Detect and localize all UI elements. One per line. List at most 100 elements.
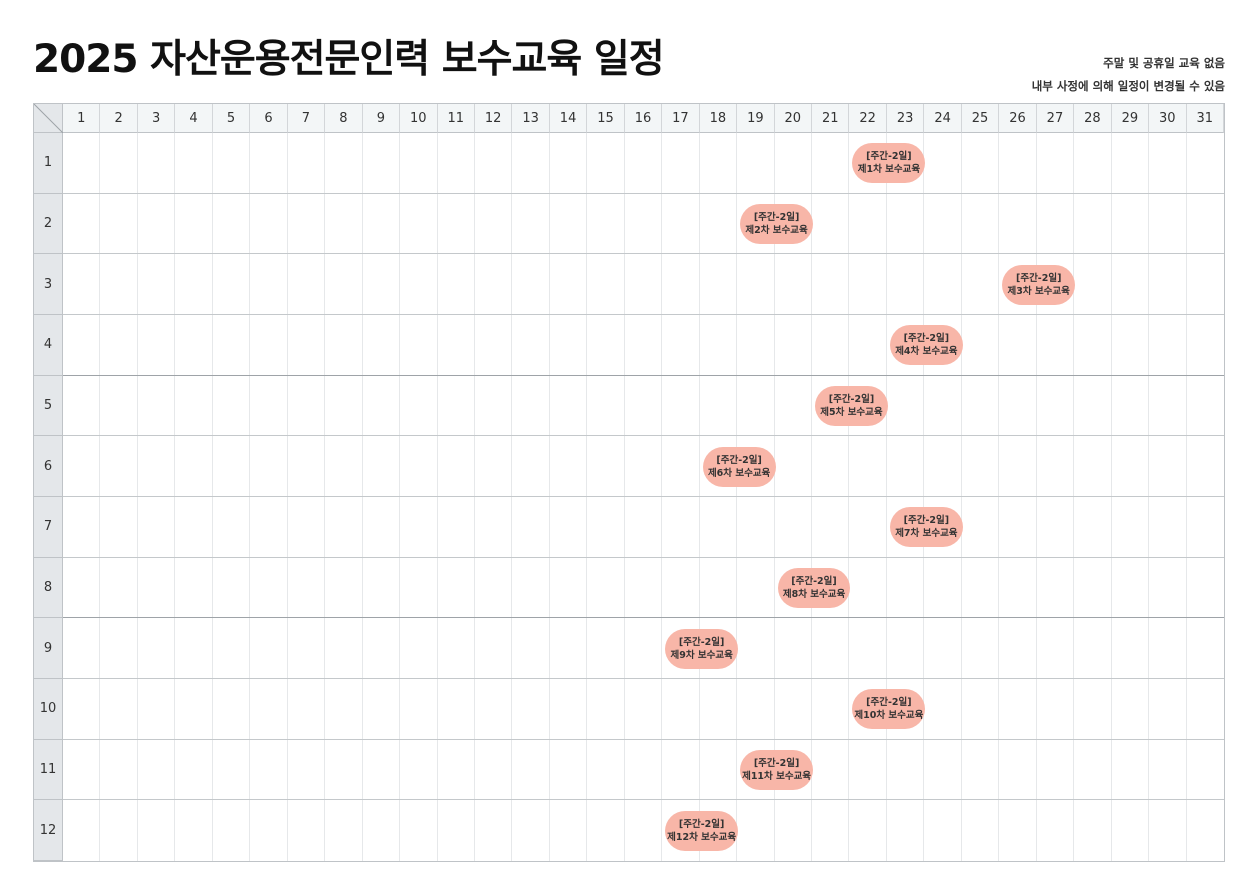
event-type: [주간-2일] (866, 151, 912, 163)
event-title: 제8차 보수교육 (782, 589, 846, 600)
month-label: 4 (34, 315, 63, 376)
row-divider (63, 253, 1224, 255)
column-divider (399, 133, 401, 861)
event-title: 제6차 보수교육 (707, 467, 771, 479)
column-divider (1110, 133, 1112, 861)
row-divider (63, 374, 1224, 376)
column-divider (698, 133, 700, 861)
corner-cell (33, 103, 64, 134)
day-header: 14 (549, 104, 588, 133)
day-header: 3 (137, 104, 176, 133)
column-divider (511, 133, 513, 861)
column-divider (586, 133, 588, 861)
column-divider (923, 133, 925, 861)
event-type: [주간-2일] (1015, 272, 1062, 284)
event-type: [주간-2일] (753, 758, 800, 769)
day-header: 31 (1186, 104, 1224, 133)
day-header: 13 (512, 104, 550, 133)
day-header: 26 (999, 104, 1037, 133)
month-label: 7 (34, 497, 63, 558)
day-header: 23 (886, 104, 925, 133)
column-divider (811, 133, 813, 861)
column-divider (848, 133, 850, 861)
day-header: 20 (774, 104, 813, 133)
event-title: 제7차 보수교육 (895, 528, 958, 540)
column-divider (736, 133, 738, 861)
column-divider (623, 133, 625, 861)
event-type: [주간-2일] (828, 394, 875, 405)
event-pill[interactable]: [주간-2일] 제8차 보수교육 (777, 568, 851, 608)
event-pill[interactable]: [주간-2일] 제3차 보수교육 (1002, 264, 1076, 305)
row-divider (63, 496, 1224, 497)
day-header: 17 (662, 104, 700, 133)
day-header: 27 (1036, 104, 1075, 133)
month-label: 11 (34, 739, 63, 801)
row-divider (63, 314, 1224, 315)
day-header: 22 (849, 104, 887, 133)
note-no-weekend: 주말 및 공휴일 교육 없음 (1103, 56, 1225, 70)
row-divider (63, 617, 1224, 619)
day-header: 25 (961, 104, 1000, 133)
schedule-grid: 1 2 3 4 5 6 7 8 9 10 11 12 13 14 15 16 17 18 19 20 21 22 23 24 2… (33, 103, 1225, 862)
event-type: [주간-2일] (753, 212, 800, 223)
event-pill[interactable]: [주간-2일] 제7차 보수교육 (889, 507, 963, 548)
event-title: 제12차 보수교육 (667, 831, 737, 843)
event-type: [주간-2일] (678, 818, 725, 830)
event-type: [주간-2일] (791, 576, 837, 587)
month-label: 3 (34, 254, 63, 315)
event-title: 제3차 보수교육 (1007, 285, 1070, 297)
event-pill[interactable]: [주간-2일] 제11차 보수교육 (740, 750, 814, 790)
day-header: 10 (400, 104, 438, 133)
event-pill[interactable]: [주간-2일] 제6차 보수교육 (702, 446, 776, 487)
column-divider (249, 133, 251, 861)
column-divider (361, 133, 363, 861)
event-pill[interactable]: [주간-2일] 제5차 보수교육 (815, 386, 888, 426)
day-header: 12 (474, 104, 513, 133)
event-title: 제2차 보수교육 (745, 225, 808, 236)
event-pill[interactable]: [주간-2일] 제4차 보수교육 (889, 325, 963, 366)
event-title: 제5차 보수교육 (820, 407, 883, 418)
event-pill[interactable]: [주간-2일] 제9차 보수교육 (665, 628, 739, 669)
day-header: 18 (699, 104, 738, 133)
day-header: 28 (1074, 104, 1112, 133)
event-title: 제9차 보수교육 (670, 649, 733, 661)
column-divider (1185, 133, 1187, 861)
day-header: 7 (287, 104, 326, 133)
column-divider (436, 133, 438, 861)
row-divider (63, 435, 1224, 437)
event-type: [주간-2일] (903, 333, 950, 345)
month-label: 8 (34, 557, 63, 619)
note-schedule-change: 내부 사정에 의해 일정이 변경될 수 있음 (1031, 79, 1225, 93)
event-pill[interactable]: [주간-2일] 제2차 보수교육 (740, 204, 814, 244)
event-pill[interactable]: [주간-2일] 제12차 보수교육 (665, 810, 739, 851)
column-divider (773, 133, 775, 861)
day-header: 24 (924, 104, 962, 133)
row-divider (63, 192, 1224, 194)
day-header: 1 (63, 104, 101, 133)
diagonal-line-icon (33, 103, 64, 134)
day-header: 21 (812, 104, 850, 133)
column-divider (136, 133, 138, 861)
event-title: 제4차 보수교육 (895, 346, 958, 358)
column-divider (960, 133, 962, 861)
column-divider (473, 133, 475, 861)
column-divider (286, 133, 288, 861)
column-divider (1073, 133, 1075, 861)
event-pill[interactable]: [주간-2일] 제1차 보수교육 (852, 143, 926, 184)
day-header: 29 (1111, 104, 1150, 133)
day-header: 11 (437, 104, 475, 133)
month-label: 6 (34, 436, 63, 497)
month-label: 9 (34, 618, 63, 679)
event-type: [주간-2일] (866, 697, 912, 709)
month-label: 5 (34, 375, 63, 437)
event-title: 제1차 보수교육 (857, 164, 921, 176)
day-header: 16 (624, 104, 663, 133)
event-title: 제10차 보수교육 (854, 710, 924, 722)
column-divider (661, 133, 663, 861)
month-label: 1 (34, 133, 63, 194)
day-header: 9 (362, 104, 401, 133)
event-type: [주간-2일] (678, 636, 725, 648)
event-pill[interactable]: [주간-2일] 제10차 보수교육 (852, 689, 926, 730)
row-divider (63, 799, 1224, 801)
column-divider (1148, 133, 1150, 861)
